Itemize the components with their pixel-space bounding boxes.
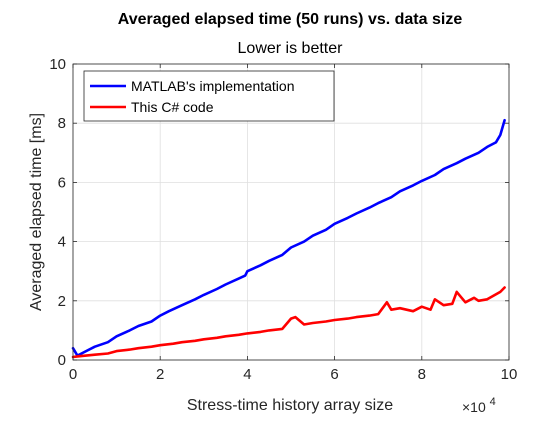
series-group — [71, 118, 506, 359]
x-tick-label: 0 — [69, 366, 77, 383]
y-tick-label: 8 — [58, 115, 66, 132]
x-tick-label: 4 — [243, 366, 251, 383]
y-tick-label: 2 — [58, 293, 66, 310]
axes-box — [72, 63, 510, 361]
x-axis-exponent: ×10 4 — [462, 396, 496, 415]
x-tick-label: 10 — [501, 366, 518, 383]
axis-ticks: 0 2 4 6 8 10 0 2 4 6 8 10 — [49, 56, 517, 383]
x-tick-label: 8 — [418, 366, 426, 383]
y-axis-label: Averaged elapsed time [ms] — [28, 113, 45, 311]
chart-subtitle: Lower is better — [238, 40, 344, 57]
series-line-csharp — [71, 286, 506, 359]
y-tick-label: 0 — [58, 352, 66, 369]
legend-label-matlab: MATLAB's implementation — [131, 78, 294, 94]
legend-label-csharp: This C# code — [131, 99, 214, 115]
x-exponent-power: 4 — [490, 396, 496, 408]
chart-title: Averaged elapsed time (50 runs) vs. data… — [118, 11, 463, 28]
y-tick-label: 10 — [49, 56, 66, 73]
x-tick-label: 6 — [330, 366, 338, 383]
x-axis-label: Stress-time history array size — [187, 397, 393, 414]
y-tick-label: 4 — [58, 234, 66, 251]
legend-box — [83, 70, 335, 122]
legend: MATLAB's implementation This C# code — [83, 70, 335, 122]
y-tick-label: 6 — [58, 174, 66, 191]
x-tick-label: 2 — [156, 366, 164, 383]
series-line-matlab — [71, 118, 506, 357]
x-exponent-base: ×10 — [462, 399, 486, 415]
